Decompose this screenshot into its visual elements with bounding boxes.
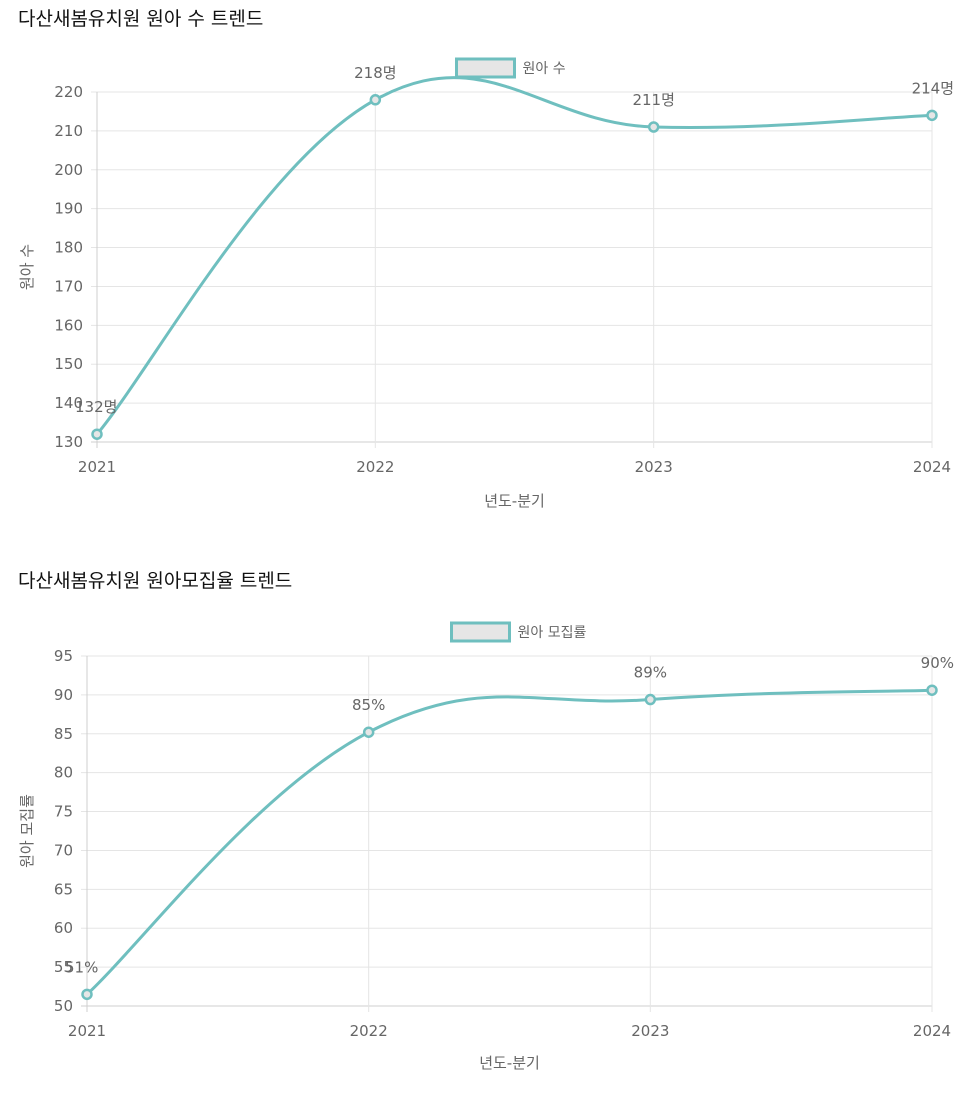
y-tick-label: 50 [54, 997, 73, 1015]
x-axis-title: 년도-분기 [479, 1054, 540, 1072]
y-tick-label: 150 [54, 355, 83, 373]
y-tick-label: 170 [54, 277, 83, 295]
y-axis-title: 원아 수 [18, 244, 36, 290]
chart-title-enrollment: 다산새봄유치원 원아 수 트렌드 [18, 8, 264, 30]
y-tick-label: 55 [54, 958, 73, 976]
data-label: 85% [352, 696, 385, 714]
y-tick-label: 90 [54, 686, 73, 704]
y-tick-label: 130 [54, 433, 83, 451]
data-label: 89% [634, 664, 667, 682]
y-tick-label: 75 [54, 803, 73, 821]
y-axis-title: 원아 모집률 [18, 794, 36, 868]
data-point [647, 121, 660, 133]
enrollment-line-chart: 130 140 150 160 170 180 190 200 210 220 2021 2022 20… [18, 57, 954, 510]
x-tick-label: 2024 [913, 1022, 951, 1040]
data-point [81, 988, 93, 1001]
series-line [95, 76, 933, 436]
x-axis-title: 년도-분기 [484, 492, 545, 510]
y-tick-label: 190 [54, 200, 83, 218]
x-tick-label: 2024 [913, 458, 951, 476]
data-label: 214명 [912, 79, 954, 97]
legend: 원아 수 [455, 57, 566, 79]
data-point [369, 94, 382, 106]
data-point [362, 726, 375, 738]
data-point [926, 684, 938, 696]
x-tick-label: 2022 [350, 1022, 388, 1040]
legend: 원아 모집률 [450, 621, 587, 643]
y-tick-label: 160 [54, 316, 83, 334]
legend-swatch [450, 621, 511, 643]
legend-label: 원아 모집률 [518, 625, 587, 641]
y-tick-label: 60 [54, 919, 73, 937]
data-point [644, 693, 657, 706]
x-tick-label: 2021 [78, 458, 116, 476]
x-tick-label: 2022 [356, 458, 394, 476]
data-label: 218명 [354, 64, 396, 82]
x-tick-label: 2023 [631, 1022, 669, 1040]
x-tick-label: 2023 [635, 458, 673, 476]
y-tick-label: 220 [54, 83, 83, 101]
legend-swatch [455, 57, 516, 79]
data-label: 211명 [632, 91, 674, 109]
y-tick-label: 95 [54, 647, 73, 665]
recruitment-rate-line-chart: 50 55 60 65 70 75 80 85 90 95 2021 2022 2023 2024 년도-분… [18, 621, 954, 1072]
series-line [85, 688, 933, 996]
legend-label: 원아 수 [523, 61, 566, 77]
data-label: 132명 [75, 398, 117, 416]
y-tick-label: 70 [54, 841, 73, 859]
data-point [91, 428, 103, 440]
y-tick-label: 200 [54, 161, 83, 179]
data-label: 51% [65, 958, 98, 976]
data-label: 90% [921, 654, 954, 672]
data-point [926, 109, 938, 122]
y-tick-label: 210 [54, 122, 83, 140]
y-tick-label: 180 [54, 239, 83, 257]
y-tick-label: 140 [54, 394, 83, 412]
chart-title-recruitment-rate: 다산새봄유치원 원아모집율 트렌드 [18, 570, 293, 592]
y-tick-label: 65 [54, 880, 73, 898]
y-tick-label: 85 [54, 725, 73, 743]
y-tick-label: 80 [54, 764, 73, 782]
x-tick-label: 2021 [68, 1022, 106, 1040]
